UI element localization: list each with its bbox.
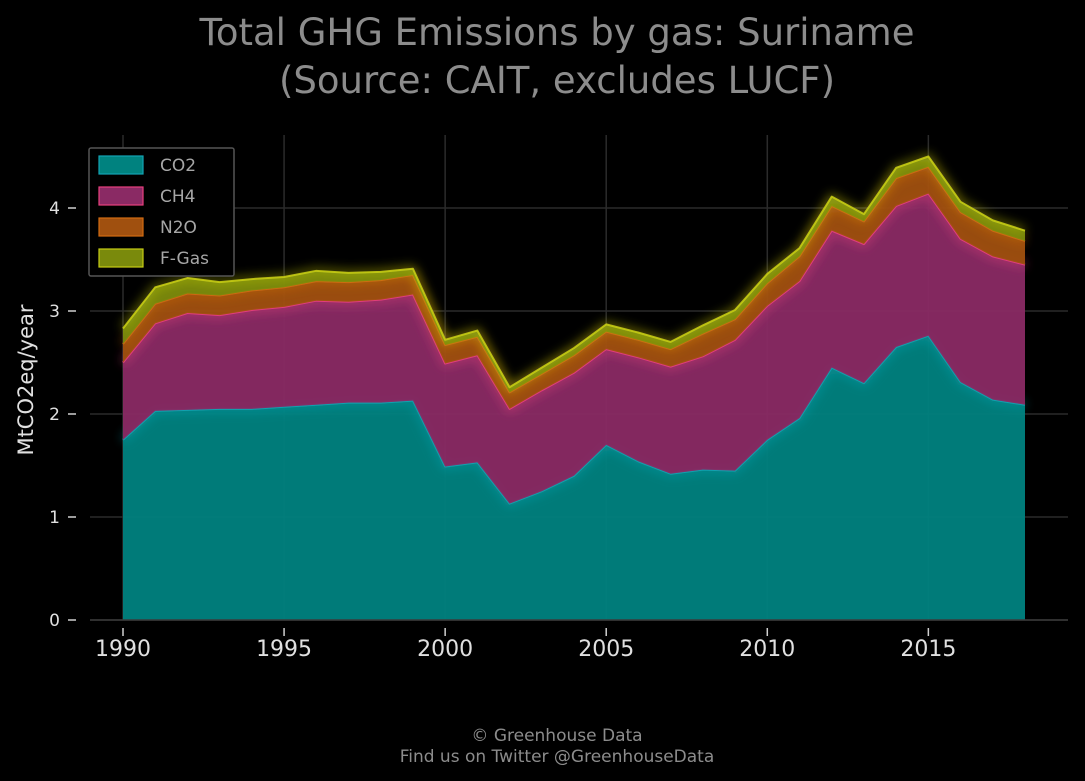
- chart-title: Total GHG Emissions by gas: Suriname: [199, 11, 915, 54]
- legend-label-co2: CO2: [160, 156, 196, 176]
- y-tick-label-3: 3: [49, 302, 60, 322]
- x-tick-label-2000: 2000: [417, 637, 473, 662]
- y-tick-label-0: 0: [49, 611, 60, 631]
- credit-line-1: © Greenhouse Data: [471, 726, 642, 746]
- area-n2o: [123, 166, 1025, 409]
- x-tick-label-1995: 1995: [256, 637, 312, 662]
- y-tick-label-4: 4: [49, 199, 60, 219]
- legend-label-n2o: N2O: [160, 218, 197, 238]
- chart-subtitle: (Source: CAIT, excludes LUCF): [279, 59, 835, 102]
- x-tick-label-1990: 1990: [95, 637, 151, 662]
- x-tick-label-2005: 2005: [578, 637, 634, 662]
- legend: CO2 CH4 N2O F-Gas: [88, 147, 235, 277]
- y-axis-label: MtCO2eq/year: [14, 304, 38, 455]
- x-tick-label-2015: 2015: [900, 637, 956, 662]
- legend-swatch-n2o: [98, 217, 144, 237]
- legend-swatch-f-gas: [98, 248, 144, 268]
- legend-swatch-ch4: [98, 186, 144, 206]
- legend-swatch-co2: [98, 155, 144, 175]
- legend-label-ch4: CH4: [160, 187, 195, 207]
- axes: 0 1 2 3 4 1990 1995 2000 2005 2010 2015: [49, 199, 1068, 662]
- x-tick-label-2010: 2010: [739, 637, 795, 662]
- line-f-gas: [122, 155, 1026, 389]
- y-tick-label-1: 1: [49, 508, 60, 528]
- y-tick-label-2: 2: [49, 405, 60, 425]
- credit-line-2: Find us on Twitter @GreenhouseData: [400, 747, 715, 767]
- stacked-areas: [120, 153, 1027, 620]
- legend-box: [88, 147, 235, 277]
- legend-label-f-gas: F-Gas: [160, 249, 209, 269]
- area-ch4: [123, 193, 1025, 504]
